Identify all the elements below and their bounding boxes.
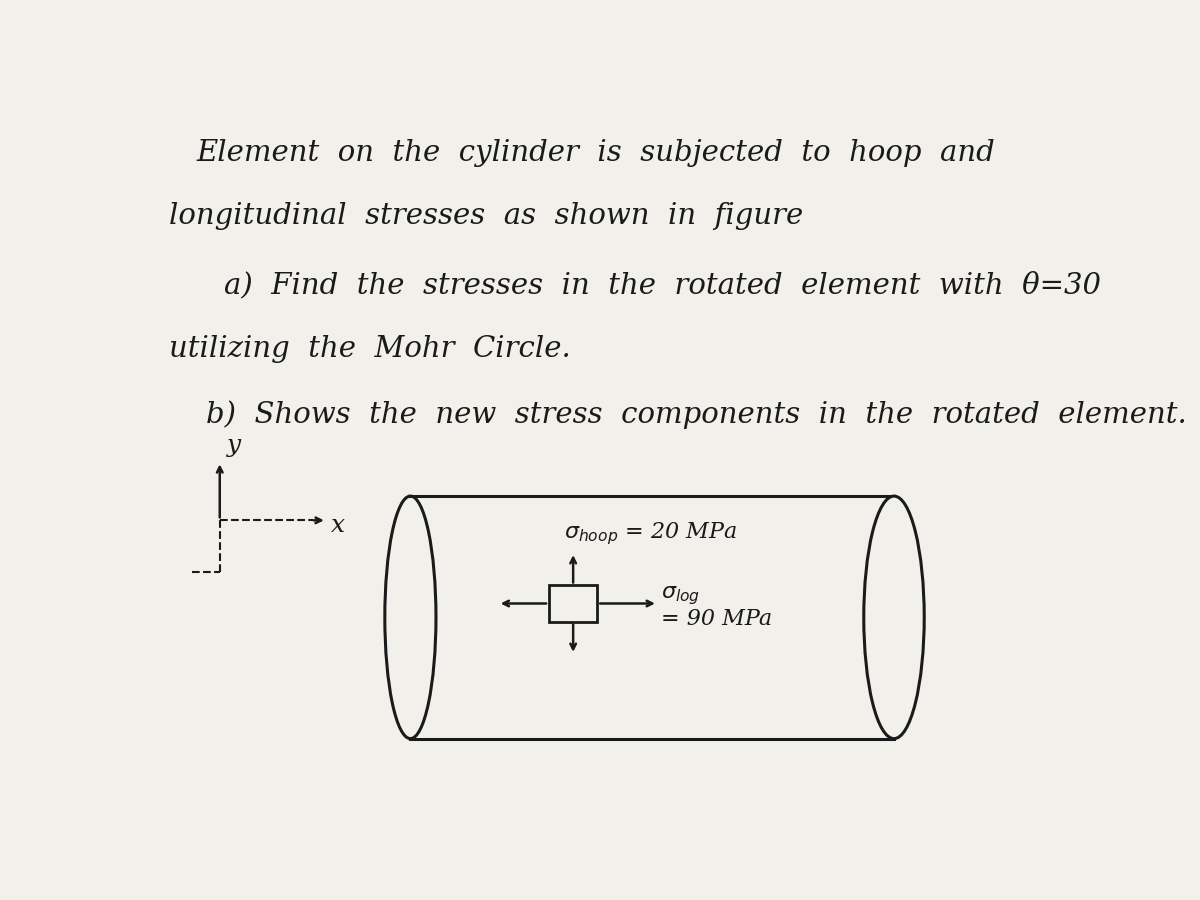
Text: b)  Shows  the  new  stress  components  in  the  rotated  element.: b) Shows the new stress components in th… xyxy=(206,400,1187,429)
Text: longitudinal  stresses  as  shown  in  figure: longitudinal stresses as shown in figure xyxy=(168,202,803,230)
Text: y: y xyxy=(227,434,241,456)
Text: x: x xyxy=(331,515,346,537)
Text: = 90 MPa: = 90 MPa xyxy=(660,608,772,630)
Text: $\sigma_{hoop}$ = 20 MPa: $\sigma_{hoop}$ = 20 MPa xyxy=(564,520,737,546)
Bar xyxy=(548,586,598,622)
Ellipse shape xyxy=(864,496,924,739)
Text: utilizing  the  Mohr  Circle.: utilizing the Mohr Circle. xyxy=(168,336,570,364)
Text: Element  on  the  cylinder  is  subjected  to  hoop  and: Element on the cylinder is subjected to … xyxy=(197,140,995,167)
Text: a)  Find  the  stresses  in  the  rotated  element  with  θ=30: a) Find the stresses in the rotated elem… xyxy=(224,271,1102,299)
Text: $\sigma_{log}$: $\sigma_{log}$ xyxy=(660,584,700,607)
